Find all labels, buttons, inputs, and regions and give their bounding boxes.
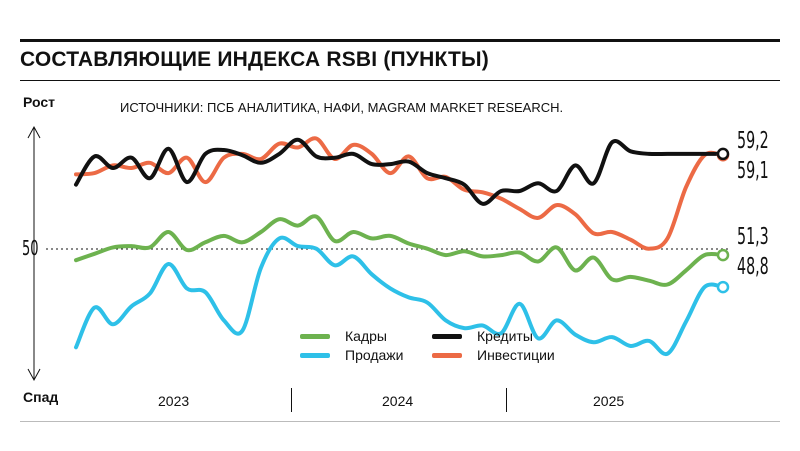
up-arrow-icon: [27, 125, 41, 139]
legend-label-credits: Кредиты: [477, 328, 533, 344]
legend-label-sales: Продажи: [345, 347, 404, 363]
legend-item-credits: Кредиты: [432, 328, 533, 344]
legend-item-investments: Инвестиции: [432, 347, 555, 363]
legend-item-sales: Продажи: [300, 347, 403, 363]
series-line-sales: [74, 235, 725, 357]
down-arrow-icon: [27, 368, 41, 382]
legend-label-investments: Инвестиции: [477, 347, 555, 363]
legend-swatch-credits: [432, 333, 462, 339]
title-rule: [20, 80, 780, 81]
end-label-investments: 59,1: [737, 158, 769, 184]
x-tick-2025: 2025: [593, 393, 625, 409]
legend-label-staff: Кадры: [345, 328, 387, 344]
end-label-sales: 48,8: [737, 254, 769, 280]
end-marker-sales: [716, 280, 730, 294]
legend-swatch-staff: [300, 333, 330, 339]
series-line-investments: [74, 136, 725, 251]
end-marker-credits: [716, 147, 730, 161]
end-markers: [716, 147, 730, 294]
decline-label: Спад: [23, 389, 59, 405]
year-separator: [291, 388, 292, 412]
legend-item-staff: Кадры: [300, 328, 387, 344]
growth-label: Рост: [23, 94, 55, 110]
end-label-staff: 51,3: [737, 224, 769, 250]
chart-title: СОСТАВЛЯЮЩИЕ ИНДЕКСА RSBI (ПУНКТЫ): [20, 48, 490, 71]
x-tick-2024: 2024: [382, 393, 414, 409]
series-line-staff: [74, 214, 725, 287]
end-label-credits: 59,2: [737, 128, 769, 154]
legend-swatch-investments: [432, 352, 462, 358]
top-rule: [20, 39, 780, 42]
end-marker-staff: [716, 248, 730, 262]
legend-swatch-sales: [300, 352, 330, 358]
series-line-credits: [74, 137, 725, 206]
series-layer: [74, 136, 725, 357]
year-separator: [506, 388, 507, 412]
source-note: ИСТОЧНИКИ: ПСБ АНАЛИТИКА, НАФИ, MAGRAM M…: [120, 100, 564, 115]
bottom-rule: [20, 421, 780, 422]
x-tick-2023: 2023: [158, 393, 190, 409]
